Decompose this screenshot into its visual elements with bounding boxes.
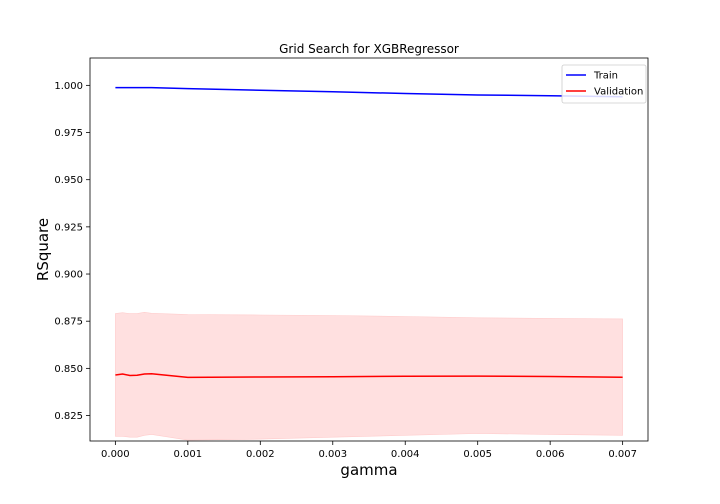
y-tick-label: 0.850	[54, 364, 83, 375]
x-tick-label: 0.005	[463, 449, 492, 460]
line-validation	[115, 373, 623, 379]
y-tick-label: 0.825	[54, 411, 83, 422]
legend-label-validation: Validation	[594, 87, 643, 98]
x-tick-label: 0.001	[174, 449, 203, 460]
x-tick-label: 0.003	[318, 449, 347, 460]
legend: Train Validation	[561, 64, 647, 104]
confidence-bands	[115, 87, 623, 441]
series-lines	[115, 86, 623, 379]
x-tick-label: 0.004	[391, 449, 420, 460]
legend-label-train: Train	[593, 71, 618, 82]
chart-title: Grid Search for XGBRegressor	[279, 42, 459, 56]
x-tick-label: 0.006	[536, 449, 565, 460]
y-tick-label: 0.950	[54, 175, 83, 186]
y-axis-label: RSquare	[34, 218, 52, 281]
y-tick-label: 1.000	[54, 81, 83, 92]
y-tick-label: 0.925	[54, 222, 83, 233]
y-axis-ticks: 0.825 0.850 0.875 0.900 0.925 0.950 0.975 1.000	[54, 81, 90, 422]
line-train	[115, 86, 623, 98]
y-tick-label: 0.900	[54, 270, 83, 281]
plot-frame	[89, 57, 649, 442]
x-axis-ticks: 0.000 0.001 0.002 0.003 0.004 0.005 0.006 0.007	[101, 441, 637, 460]
x-axis-label: gamma	[340, 461, 397, 479]
x-tick-label: 0.007	[608, 449, 637, 460]
x-tick-label: 0.002	[246, 449, 275, 460]
x-tick-label: 0.000	[101, 449, 130, 460]
y-tick-label: 0.975	[54, 128, 83, 139]
y-tick-label: 0.875	[54, 317, 83, 328]
